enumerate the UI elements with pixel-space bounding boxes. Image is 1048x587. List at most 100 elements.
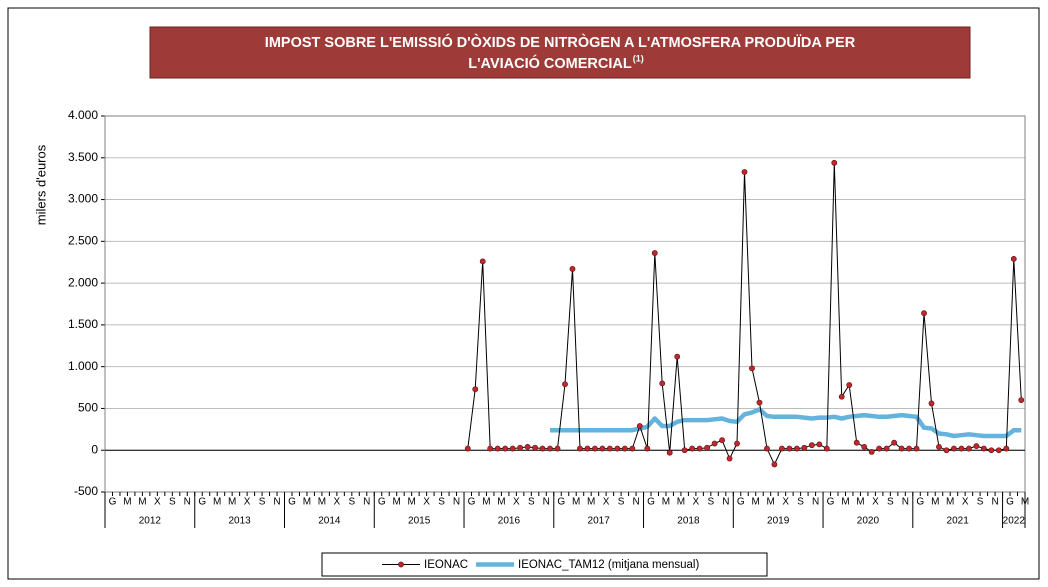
data-point (719, 437, 725, 444)
x-tick-label: X (334, 497, 341, 508)
x-tick-label: G (1006, 497, 1014, 508)
x-tick-label: G (916, 497, 924, 508)
y-axis-label: milers d'euros (33, 144, 48, 225)
x-tick-label: X (693, 497, 700, 508)
data-point (479, 258, 486, 265)
x-tick-label: N (632, 497, 639, 508)
data-point (1003, 445, 1010, 452)
data-point (786, 445, 793, 452)
x-tick-label: S (259, 497, 266, 508)
x-tick-label: G (288, 497, 296, 508)
y-tick-label: 4.000 (68, 108, 98, 122)
data-point (861, 443, 868, 450)
data-point (577, 445, 583, 452)
x-tick-label: G (109, 497, 117, 508)
data-point (636, 423, 643, 429)
data-point (906, 445, 912, 452)
x-tick-label: N (722, 497, 729, 508)
y-tick-label: 3.500 (68, 150, 98, 164)
data-point (958, 445, 965, 452)
year-label: 2017 (588, 516, 611, 527)
x-tick-label: M (228, 497, 236, 508)
x-tick-label: N (543, 497, 550, 508)
data-point (547, 445, 553, 452)
data-point (502, 445, 509, 452)
series-line (550, 407, 1022, 439)
x-tick-label: G (378, 497, 386, 508)
x-tick-label: M (752, 497, 760, 508)
x-tick-label: X (154, 497, 161, 508)
data-point (554, 445, 561, 452)
data-point (651, 250, 658, 256)
legend-label: IEONAC_TAM12 (mitjana mensual) (518, 559, 699, 571)
x-tick-label: X (782, 497, 789, 508)
data-point (562, 381, 568, 388)
x-tick-label: X (513, 497, 520, 508)
x-tick-label: X (872, 497, 879, 508)
x-tick-label: M (318, 497, 326, 508)
year-label: 2016 (498, 516, 521, 527)
chart-title: IMPOST SOBRE L'EMISSIÓ D'ÒXIDS DE NITRÒG… (265, 33, 856, 51)
x-tick-label: M (572, 497, 580, 508)
legend: IEONAC IEONAC_TAM12 (mitjana mensual) (321, 552, 768, 577)
data-point (614, 445, 621, 452)
x-tick-label: G (557, 497, 565, 508)
data-point (846, 382, 853, 388)
x-tick-label: M (677, 497, 685, 508)
data-point (771, 461, 778, 468)
x-tick-label: M (662, 497, 670, 508)
x-tick-label: G (468, 497, 476, 508)
data-point (816, 441, 823, 448)
x-tick-label: G (647, 497, 655, 508)
data-point (838, 393, 845, 400)
data-point (898, 445, 905, 452)
data-point (988, 447, 995, 454)
x-tick-label: N (184, 497, 191, 508)
data-point (951, 445, 957, 452)
x-tick-label: N (902, 497, 909, 508)
data-point (666, 449, 673, 456)
data-point (868, 448, 875, 455)
year-label: 2015 (408, 516, 431, 527)
year-label: 2019 (767, 516, 790, 527)
x-tick-label: M (856, 497, 864, 508)
year-label: 2012 (139, 516, 162, 527)
data-point (487, 445, 494, 452)
x-tick-label: M (841, 497, 849, 508)
x-tick-label: X (603, 497, 610, 508)
data-point (472, 386, 479, 393)
x-tick-label: M (767, 497, 775, 508)
x-tick-label: M (587, 497, 595, 508)
data-point (734, 440, 740, 447)
y-tick-label: 3.000 (68, 192, 98, 206)
chart-frame (7, 7, 1040, 580)
year-label: 2020 (857, 516, 880, 527)
x-tick-label: X (244, 497, 251, 508)
plot-area (104, 115, 1026, 493)
data-point (928, 400, 935, 407)
x-tick-label: S (977, 497, 984, 508)
x-tick-label: S (438, 497, 445, 508)
y-tick-label: -500 (74, 484, 98, 498)
data-point (913, 445, 920, 452)
data-point (509, 445, 516, 452)
x-tick-label: M (931, 497, 939, 508)
data-point (876, 445, 883, 452)
x-tick-label: M (482, 497, 490, 508)
x-tick-label: N (812, 497, 819, 508)
data-point (973, 443, 980, 449)
data-point (696, 445, 703, 452)
x-tick-label: S (528, 497, 535, 508)
title-box (149, 26, 971, 79)
data-point (891, 439, 898, 446)
data-point (741, 169, 748, 175)
x-tick-label: M (123, 497, 131, 508)
data-point (943, 447, 950, 454)
x-tick-label: S (348, 497, 355, 508)
x-tick-label: M (407, 497, 415, 508)
x-tick-label: S (797, 497, 804, 508)
data-point (681, 447, 688, 454)
data-point (494, 445, 501, 452)
data-point (532, 444, 538, 451)
data-point (659, 380, 666, 387)
